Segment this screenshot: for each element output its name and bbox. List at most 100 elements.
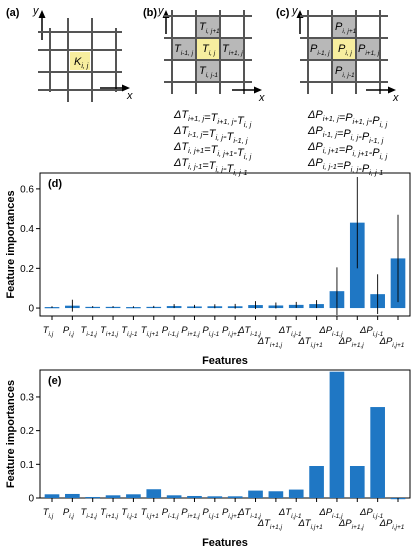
y-axis-title: Feature importances [5,190,17,298]
x-tick-label: Pi,j-1 [202,325,219,338]
cell-bottom [196,60,220,82]
x-tick-label: ΔPi,j+1 [379,518,405,531]
x-axis-label: x [392,92,399,104]
x-arrow-head [122,84,130,92]
cell-left-label: Ti-1, j [174,43,194,57]
panel-label: (d) [48,178,62,190]
x-tick-label: ΔPi,j-1 [359,325,384,338]
x-tick-label: ΔPi+1,j [338,518,364,531]
panel-b-label: (b) [143,7,157,19]
cell-top-label: Pi, j+1 [335,21,357,35]
x-tick-label: ΔPi+1,j [338,336,364,349]
x-tick-label: Ti-1,j [81,325,98,338]
bar [146,489,162,498]
x-tick-label: Pi-1,j [162,325,179,338]
cell-top [196,16,220,38]
cell-bottom-label: Ti, j-1 [199,65,218,79]
plot-frame [39,369,411,499]
cell-left [308,38,332,60]
x-tick-label: ΔTi+1,j [257,336,283,349]
bar [309,466,324,498]
cell-right [220,38,244,60]
x-tick-label: ΔTi-1,j [237,507,261,520]
x-axis-label: x [258,92,265,104]
bar [65,493,80,498]
x-tick-label: Pi+1,j [181,507,200,520]
y-tick-label: 0.2 [20,264,34,275]
x-tick-label: Ti,j [43,325,54,338]
x-tick-label: Ti+1,j [100,507,118,520]
equation-line: ΔTi, j+1=Ti, j+1-Ti, j [173,141,252,161]
y-axis-title: Feature importances [5,380,17,488]
bar [187,495,202,498]
panel-a: (a) y Ki, j x [6,5,133,102]
x-tick-label: Pi,j+1 [222,325,241,338]
x-arrow-head [388,86,396,94]
bar [227,496,243,498]
equation-line: ΔPi, j-1=Pi, j-Pi, j-1 [307,157,383,177]
x-tick-label: Ti-1,j [81,507,98,520]
bar [248,490,263,498]
cell-right [356,38,380,60]
bar [126,494,141,498]
cell-top [332,16,356,38]
cell-center-label: Ti, j [202,43,216,57]
bar [268,491,284,498]
equation-line: ΔPi-1, j=Pi, j-Pi-1, j [307,125,384,145]
x-tick-label: Ti,j+1 [141,507,159,520]
cell-top-label: Ti, j+1 [199,21,220,35]
x-tick-label: ΔTi,j-1 [278,507,302,520]
bar [44,494,60,498]
equation-line: ΔPi+1, j=Pi+1, j-Pi, j [307,109,387,129]
grid-a [38,18,122,102]
cell-right-label: Ti+1, j [222,43,243,57]
panel-label: (e) [48,375,62,387]
bar [370,407,385,498]
x-tick-label: ΔPi,j+1 [379,336,405,349]
equation-line: ΔTi+1, j=Ti+1, j-Ti, j [173,109,252,129]
k-cell-label: Ki, j [74,56,89,70]
x-arrow-head [254,86,262,94]
bar [166,495,182,498]
bar [329,371,345,498]
x-tick-label: ΔPi-1,j [318,325,343,338]
x-tick-label: Ti,j [43,507,54,520]
x-axis-title: Features [202,537,248,549]
x-tick-label: Ti,j-1 [121,507,138,520]
bar [85,496,101,499]
x-axis-title: Features [202,355,248,367]
y-tick-label: 0.1 [20,460,34,471]
panel-b: (b) y Ti, j+1 Ti-1, j Ti, j Ti+1, j Ti, … [143,5,265,177]
x-tick-label: Pi+1,j [181,325,200,338]
grid-b [164,10,252,94]
bar [288,489,304,498]
x-tick-label: ΔTi,j-1 [278,325,302,338]
cell-center [196,38,220,60]
x-tick-label: Pi,j+1 [222,507,241,520]
k-cell [70,52,90,70]
x-tick-label: Pi,j [63,507,75,520]
x-axis-label: x [126,90,133,102]
plot-frame [39,172,411,317]
cell-center [332,38,356,60]
bar [207,496,223,498]
y-tick-label: 0.2 [20,426,34,437]
panel-c: (c) y Pi, j+1 Pi-1, j Pi, j Pi+1, j Pi, … [276,5,399,177]
panel-a-label: (a) [6,7,20,19]
x-tick-label: ΔTi,j+1 [297,336,323,349]
cell-center-label: Pi, j [338,43,352,57]
y-tick-label: 0.3 [20,392,34,403]
y-axis-label: y [32,5,40,17]
y-axis-label: y [157,5,165,17]
bar [105,495,121,498]
y-tick-label: 0 [28,494,34,505]
y-tick-label: 0.4 [20,224,34,235]
equation-line: ΔTi, j-1=Ti, j-Ti, j-1 [173,157,248,177]
bar [349,466,365,498]
y-tick-label: 0.6 [20,184,34,195]
panel-c-label: (c) [276,7,290,19]
cell-bottom-label: Pi, j-1 [335,65,355,79]
